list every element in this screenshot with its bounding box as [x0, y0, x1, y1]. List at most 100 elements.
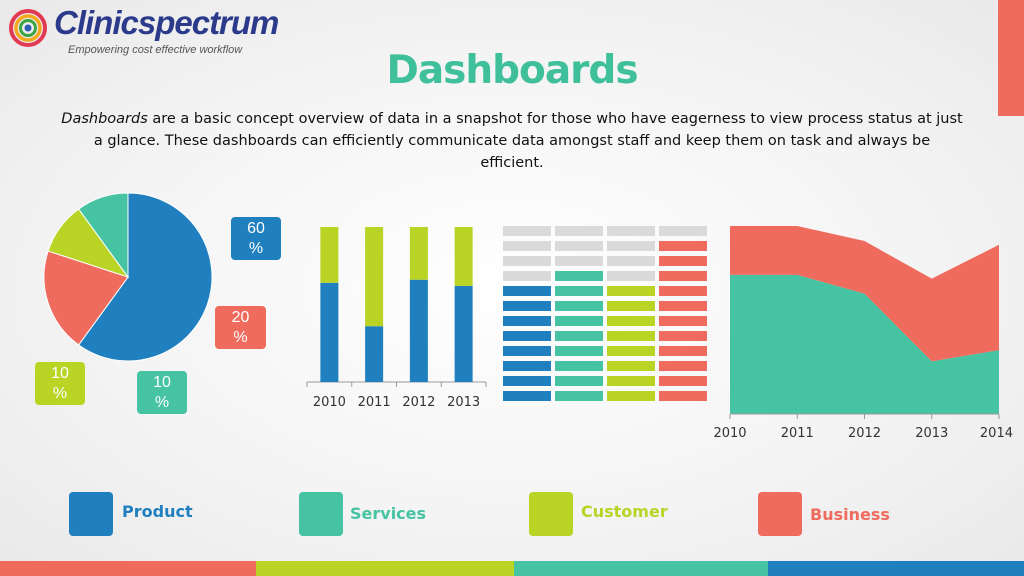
logo-tagline: Empowering cost effective workflow — [68, 44, 243, 56]
grid-cell-c1-r2 — [555, 256, 603, 266]
grid-cell-c1-r8 — [555, 346, 603, 356]
page-title: Dashboards — [386, 48, 638, 93]
grid-cell-c1-r3 — [555, 271, 603, 281]
grid-cell-c2-r11 — [607, 391, 655, 401]
grid-cell-c0-r2 — [503, 256, 551, 266]
area-series-0 — [730, 274, 999, 414]
legend-label-business: Business — [810, 505, 890, 524]
pie-label-services: 10% — [137, 371, 187, 414]
grid-cell-c3-r5 — [659, 301, 707, 311]
grid-cell-c2-r2 — [607, 256, 655, 266]
grid-cell-c1-r5 — [555, 301, 603, 311]
description-text: are a basic concept overview of data in … — [93, 111, 963, 171]
grid-cell-c2-r3 — [607, 271, 655, 281]
pie-label-customer: 10% — [35, 362, 85, 405]
grid-cell-c0-r9 — [503, 361, 551, 371]
grid-cell-c3-r1 — [659, 241, 707, 251]
legend-swatch-customer — [529, 492, 573, 536]
area-tick-label-2012: 2012 — [848, 426, 881, 441]
grid-cell-c0-r6 — [503, 316, 551, 326]
area-series-1 — [730, 226, 999, 362]
grid-cell-c3-r0 — [659, 226, 707, 236]
legend-swatch-product — [69, 492, 113, 536]
grid-cell-c2-r8 — [607, 346, 655, 356]
footer-bar-customer — [256, 561, 514, 576]
stacked-area-chart: 2010 2011 2012 2013 2014 — [713, 226, 1013, 441]
grid-cell-c3-r3 — [659, 271, 707, 281]
grid-cell-c2-r7 — [607, 331, 655, 341]
footer-bar-product — [768, 561, 1024, 576]
legend-swatch-services — [299, 492, 343, 536]
corner-accent-bar — [998, 0, 1024, 116]
grid-cell-c0-r4 — [503, 286, 551, 296]
legend-label-customer: Customer — [581, 502, 668, 521]
bar-segment-2013-0 — [454, 285, 473, 382]
description-lead: Dashboards — [61, 111, 148, 127]
grid-cell-c1-r7 — [555, 331, 603, 341]
clinicspectrum-logo: Clinicspectrum Empowering cost effective… — [8, 4, 279, 58]
bar-segment-2010-1 — [320, 227, 339, 283]
grid-cell-c2-r1 — [607, 241, 655, 251]
bar-segment-2012-1 — [409, 227, 428, 280]
bar-tick-label-2012: 2012 — [402, 395, 435, 410]
grid-cell-c0-r3 — [503, 271, 551, 281]
bar-tick-label-2013: 2013 — [447, 395, 480, 410]
area-tick-label-2010: 2010 — [713, 426, 746, 441]
pie-slice-services — [77, 192, 129, 279]
bar-segment-2013-1 — [454, 227, 473, 286]
grid-cell-c3-r7 — [659, 331, 707, 341]
grid-cell-c1-r11 — [555, 391, 603, 401]
bar-segment-2012-0 — [409, 279, 428, 382]
area-tick-label-2013: 2013 — [915, 426, 948, 441]
bar-segment-2011-0 — [365, 326, 384, 382]
grid-cell-c1-r9 — [555, 361, 603, 371]
pie-slice-business — [43, 250, 129, 346]
grid-cell-c1-r0 — [555, 226, 603, 236]
grid-cell-c3-r6 — [659, 316, 707, 326]
grid-cell-c2-r9 — [607, 361, 655, 371]
page-description: Dashboards are a basic concept overview … — [60, 108, 964, 174]
bar-segment-2010-0 — [320, 282, 339, 382]
logo-swirl-icon — [9, 9, 47, 47]
pie-slice-product — [77, 192, 213, 362]
grid-cell-c0-r0 — [503, 226, 551, 236]
area-tick-label-2011: 2011 — [781, 426, 814, 441]
grid-cell-c2-r4 — [607, 286, 655, 296]
grid-cell-c0-r11 — [503, 391, 551, 401]
grid-cell-c3-r8 — [659, 346, 707, 356]
grid-cell-c0-r1 — [503, 241, 551, 251]
pie-label-business: 20% — [215, 306, 266, 349]
area-tick-label-2014: 2014 — [980, 426, 1013, 441]
footer-bar-services — [514, 561, 768, 576]
grid-cell-c2-r10 — [607, 376, 655, 386]
bar-tick-label-2011: 2011 — [358, 395, 391, 410]
grid-cell-c0-r5 — [503, 301, 551, 311]
grid-cell-c1-r10 — [555, 376, 603, 386]
grid-cell-c3-r4 — [659, 286, 707, 296]
grid-chart — [503, 226, 707, 401]
legend-swatch-business — [758, 492, 802, 536]
grid-cell-c3-r11 — [659, 391, 707, 401]
stacked-bar-chart: 2010 2011 2012 2013 — [306, 227, 487, 410]
grid-cell-c2-r0 — [607, 226, 655, 236]
grid-cell-c1-r4 — [555, 286, 603, 296]
grid-cell-c1-r6 — [555, 316, 603, 326]
pie-label-product: 60% — [231, 217, 281, 260]
legend-label-product: Product — [122, 502, 193, 521]
grid-cell-c0-r8 — [503, 346, 551, 356]
grid-cell-c1-r1 — [555, 241, 603, 251]
grid-cell-c0-r10 — [503, 376, 551, 386]
legend-label-services: Services — [350, 504, 427, 523]
grid-cell-c3-r10 — [659, 376, 707, 386]
grid-cell-c3-r2 — [659, 256, 707, 266]
grid-cell-c2-r5 — [607, 301, 655, 311]
pie-chart — [43, 192, 213, 362]
grid-cell-c3-r9 — [659, 361, 707, 371]
bar-segment-2011-1 — [365, 227, 384, 327]
logo-name: Clinicspectrum — [54, 4, 279, 41]
footer-bar-business — [0, 561, 256, 576]
bar-tick-label-2010: 2010 — [313, 395, 346, 410]
grid-cell-c0-r7 — [503, 331, 551, 341]
grid-cell-c2-r6 — [607, 316, 655, 326]
